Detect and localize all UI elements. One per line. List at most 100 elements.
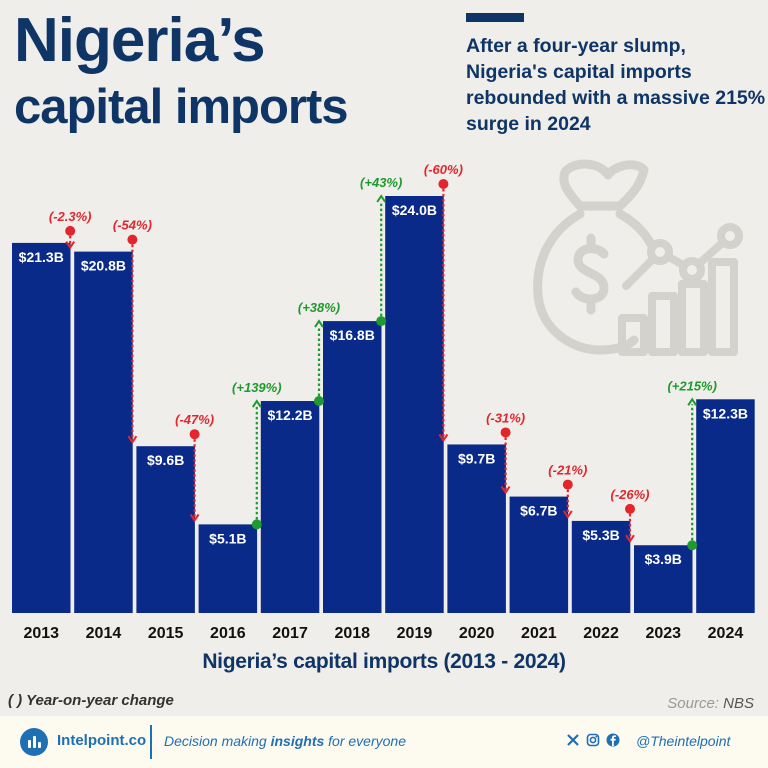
- source-note: Source: NBS: [667, 695, 754, 712]
- change-indicator-2015: (-54%): [113, 218, 152, 445]
- change-arrowhead-2016: [189, 513, 200, 523]
- change-indicator-2023: (-26%): [610, 487, 650, 544]
- change-label-2018: (+38%): [298, 300, 340, 315]
- bar-2017: [260, 401, 320, 613]
- social-icons: [566, 733, 620, 747]
- change-dot-2014: [65, 225, 76, 236]
- x-tick-label-2023: 2023: [645, 625, 681, 642]
- bar-value-label-2017: $12.2B: [267, 407, 312, 423]
- x-tick-label-2021: 2021: [521, 625, 557, 642]
- change-dot-2015: [127, 234, 138, 245]
- change-indicator-2014: (-2.3%): [49, 209, 92, 250]
- change-arrowhead-2022: [562, 510, 573, 519]
- subtitle: After a four-year slump, Nigeria's capit…: [466, 35, 766, 135]
- tagline-post: for everyone: [324, 733, 406, 749]
- bar-2021: [509, 496, 569, 613]
- change-indicator-2017: (+139%): [232, 380, 282, 530]
- change-arrowhead-2024: [687, 397, 698, 406]
- change-indicator-2024: (+215%): [667, 378, 717, 551]
- change-dot-2023: [625, 503, 635, 514]
- change-label-2017: (+139%): [232, 380, 282, 395]
- change-indicator-2020: (-60%): [424, 162, 463, 443]
- source-value: NBS: [723, 695, 754, 712]
- bar-value-label-2024: $12.3B: [703, 405, 748, 421]
- bar-value-label-2023: $3.9B: [645, 551, 682, 567]
- bar-value-label-2015: $9.6B: [147, 452, 184, 468]
- x-tick-label-2024: 2024: [708, 625, 744, 642]
- x-tick-label-2016: 2016: [210, 625, 246, 642]
- change-arrowhead-2018: [314, 319, 324, 328]
- change-label-2023: (-26%): [610, 487, 649, 502]
- bar-2019: [385, 196, 444, 613]
- instagram-icon[interactable]: [586, 733, 600, 747]
- change-indicator-2022: (-21%): [548, 463, 587, 519]
- page-title: Nigeria’s capital imports: [14, 6, 349, 136]
- change-arrowhead-2015: [127, 435, 138, 445]
- change-arrowhead-2014: [65, 241, 76, 250]
- bar-value-label-2018: $16.8B: [330, 327, 375, 343]
- x-tick-label-2015: 2015: [148, 625, 184, 642]
- change-dot-2019: [376, 316, 387, 327]
- bar-2018: [323, 321, 382, 613]
- change-label-2024: (+215%): [667, 378, 717, 393]
- change-dot-2020: [438, 179, 449, 189]
- x-tick-label-2020: 2020: [459, 625, 495, 642]
- bar-2024: [696, 399, 755, 613]
- bar-2015: [136, 446, 195, 613]
- bar-value-label-2013: $21.3B: [19, 249, 64, 265]
- change-dot-2017: [251, 519, 262, 530]
- change-indicator-2016: (-47%): [175, 412, 214, 523]
- bar-value-label-2021: $6.7B: [520, 503, 557, 519]
- bar-2022: [571, 520, 631, 613]
- tagline: Decision making insights for everyone: [164, 733, 406, 749]
- legend-note: ( ) Year-on-year change: [8, 692, 174, 709]
- x-axis-title: Nigeria’s capital imports (2013 - 2024): [202, 650, 566, 673]
- change-label-2015: (-54%): [113, 218, 152, 233]
- change-arrowhead-2020: [438, 433, 449, 443]
- footer-divider: [150, 725, 152, 759]
- social-handle[interactable]: @Theintelpoint: [636, 733, 731, 749]
- subtitle-accent-bar: [466, 13, 524, 22]
- x-tick-label-2018: 2018: [334, 625, 370, 642]
- bar-value-label-2020: $9.7B: [458, 450, 495, 466]
- change-label-2021: (-31%): [486, 410, 525, 425]
- footer: Intelpoint.co Decision making insights f…: [0, 716, 768, 768]
- x-tick-label-2022: 2022: [583, 625, 619, 642]
- change-label-2022: (-21%): [548, 463, 587, 478]
- bar-2014: [74, 251, 133, 613]
- change-label-2016: (-47%): [175, 412, 214, 427]
- change-arrowhead-2023: [625, 534, 635, 544]
- change-label-2014: (-2.3%): [49, 209, 92, 224]
- bar-value-label-2016: $5.1B: [209, 530, 246, 546]
- bar-value-label-2022: $5.3B: [582, 527, 619, 543]
- tagline-bold: insights: [270, 733, 325, 749]
- change-arrowhead-2019: [376, 194, 387, 203]
- x-icon[interactable]: [566, 733, 580, 747]
- change-label-2020: (-60%): [424, 162, 463, 177]
- change-arrowhead-2017: [251, 399, 262, 408]
- bar-chart: $21.3B $20.8B $9.6B $5.1B $12.2B $16.8B $24.0B…: [12, 159, 755, 642]
- change-indicator-2021: (-31%): [486, 410, 525, 495]
- title-line-2: capital imports: [14, 80, 349, 134]
- x-tick-label-2013: 2013: [23, 625, 59, 642]
- change-dot-2024: [687, 540, 698, 551]
- x-tick-label-2019: 2019: [397, 625, 433, 642]
- facebook-icon[interactable]: [606, 733, 620, 747]
- x-tick-label-2014: 2014: [86, 625, 122, 642]
- change-indicator-2019: (+43%): [360, 175, 402, 327]
- bar-chart-icon: [618, 223, 743, 356]
- change-indicator-2018: (+38%): [298, 300, 340, 407]
- change-dot-2021: [500, 427, 511, 438]
- bar-value-label-2014: $20.8B: [81, 258, 126, 274]
- change-dot-2016: [189, 429, 200, 440]
- money-bag-icon: [533, 159, 657, 355]
- intelpoint-logo-icon: [20, 728, 48, 756]
- change-dot-2018: [314, 396, 324, 407]
- brand-name[interactable]: Intelpoint.co: [57, 732, 147, 749]
- change-arrowhead-2021: [500, 486, 511, 495]
- source-label: Source:: [667, 695, 719, 712]
- bar-value-label-2019: $24.0B: [392, 202, 437, 218]
- x-tick-label-2017: 2017: [272, 625, 308, 642]
- change-dot-2022: [562, 479, 573, 490]
- bar-2023: [634, 545, 693, 613]
